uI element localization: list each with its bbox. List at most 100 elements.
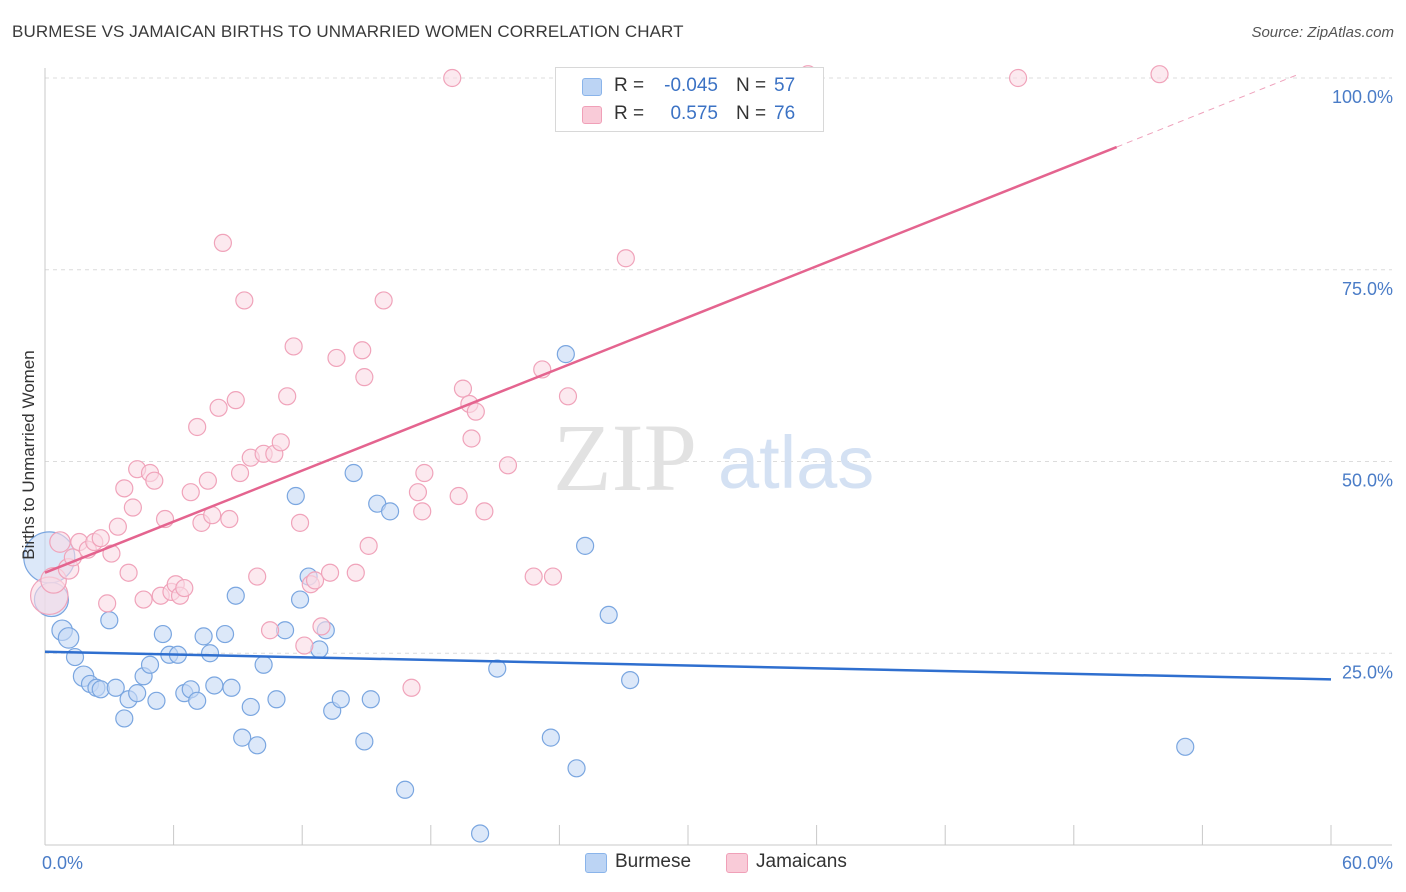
y-tick-label: 75.0% — [1342, 279, 1393, 299]
jamaicans-point — [115, 479, 134, 498]
jamaicans-point — [98, 594, 117, 613]
burmese-trend-line — [44, 650, 1332, 681]
watermark: ZIP atlas — [553, 404, 874, 511]
jamaicans-point — [475, 502, 494, 521]
x-tick-label-min: 0.0% — [42, 853, 83, 873]
jamaicans-point — [498, 456, 518, 475]
jamaicans-point — [415, 463, 434, 483]
jamaicans-point — [145, 471, 164, 490]
source-credit: Source: ZipAtlas.com — [1251, 24, 1394, 41]
jamaicans-point — [123, 498, 142, 517]
burmese-point — [344, 463, 363, 483]
burmese-point — [576, 536, 595, 555]
jamaicans-point — [295, 636, 314, 655]
burmese-point — [290, 590, 310, 609]
legend-row-jamaicans: R = 0.575 N = 76 — [556, 100, 823, 130]
burmese-point — [380, 502, 400, 521]
r-value: -0.045 — [664, 75, 718, 96]
burmese-legend-label: Burmese — [615, 851, 692, 872]
y-axis-label: Births to Unmarried Women — [19, 350, 38, 559]
jamaicans-point — [443, 68, 462, 88]
y-tick-label: 50.0% — [1342, 471, 1393, 491]
chart-title: BURMESE VS JAMAICAN BIRTHS TO UNMARRIED … — [12, 22, 684, 41]
burmese-point — [128, 684, 147, 703]
jamaicans-point — [248, 567, 267, 586]
jamaicans-point — [226, 391, 245, 410]
burmese-point — [1176, 737, 1195, 756]
burmese-swatch — [582, 78, 602, 96]
burmese-point — [286, 486, 305, 506]
jamaicans-point — [327, 348, 346, 368]
jamaicans-point — [1150, 65, 1169, 84]
jamaicans-point — [108, 517, 127, 536]
jamaicans-point — [188, 417, 207, 437]
burmese-point — [267, 690, 286, 709]
burmese-point — [567, 759, 586, 778]
jamaicans-point — [449, 486, 468, 506]
r-label: R = — [614, 75, 645, 96]
jamaicans-points — [29, 65, 1169, 697]
jamaicans-point — [543, 567, 563, 586]
jamaicans-legend-label: Jamaicans — [756, 851, 847, 872]
y-tick-label: 100.0% — [1332, 87, 1393, 107]
jamaicans-point — [175, 578, 194, 598]
burmese-point — [355, 732, 374, 751]
jamaicans-point — [213, 233, 232, 253]
jamaicans-point — [374, 291, 393, 310]
jamaicans-point — [524, 567, 543, 586]
jamaicans-point — [284, 337, 303, 356]
burmese-point — [541, 728, 560, 747]
jamaicans-point — [466, 402, 485, 421]
jamaicans-point — [359, 536, 378, 555]
trend-lines — [44, 73, 1332, 681]
legend-row-burmese: R = -0.045 N = 57 — [556, 72, 823, 102]
burmese-point — [241, 697, 260, 717]
jamaicans-point — [260, 621, 280, 640]
burmese-point — [194, 627, 213, 646]
burmese-point — [222, 678, 241, 697]
burmese-point — [233, 728, 252, 747]
jamaicans-point — [312, 617, 331, 636]
tick-labels: 25.0% 50.0% 75.0% 100.0% 0.0% 60.0% — [42, 87, 1393, 873]
jamaicans-point — [558, 387, 578, 406]
burmese-point — [147, 691, 166, 710]
jamaicans-point — [119, 563, 138, 582]
jamaicans-point — [271, 433, 290, 452]
jamaicans-point — [181, 483, 200, 502]
burmese-point — [248, 736, 267, 755]
burmese-point — [470, 824, 490, 843]
jamaicans-point — [408, 483, 428, 502]
jamaicans-point — [278, 387, 297, 406]
watermark-zip: ZIP — [553, 404, 697, 511]
burmese-point — [621, 670, 640, 690]
jamaicans-point — [134, 590, 153, 609]
burmese-point — [57, 627, 80, 649]
y-tick-label: 25.0% — [1342, 662, 1393, 682]
burmese-point — [310, 640, 329, 659]
burmese-point — [331, 690, 350, 709]
r-label: R = — [614, 103, 645, 124]
jamaicans-point — [1008, 68, 1028, 88]
jamaicans-point — [209, 398, 228, 417]
burmese-point — [115, 709, 134, 728]
burmese-point — [91, 680, 110, 699]
jamaicans-point — [235, 291, 254, 310]
n-value: 57 — [774, 75, 796, 96]
jamaicans-trend-line — [44, 145, 1118, 574]
r-value: 0.575 — [670, 103, 718, 124]
jamaicans-point — [49, 531, 71, 553]
burmese-point — [254, 655, 273, 674]
jamaicans-point — [198, 471, 217, 490]
grid-lines — [45, 77, 1392, 654]
jamaicans-trend-extension — [1116, 73, 1300, 148]
burmese-point — [205, 676, 224, 695]
jamaicans-point — [91, 529, 110, 548]
jamaicans-point — [353, 341, 372, 360]
burmese-point — [215, 624, 235, 644]
burmese-point — [106, 678, 125, 697]
correlation-legend: R = -0.045 N = 57 R = 0.575 N = 76 — [555, 67, 824, 132]
burmese-point — [488, 659, 507, 678]
jamaicans-point — [462, 429, 481, 448]
burmese-point — [556, 345, 575, 364]
